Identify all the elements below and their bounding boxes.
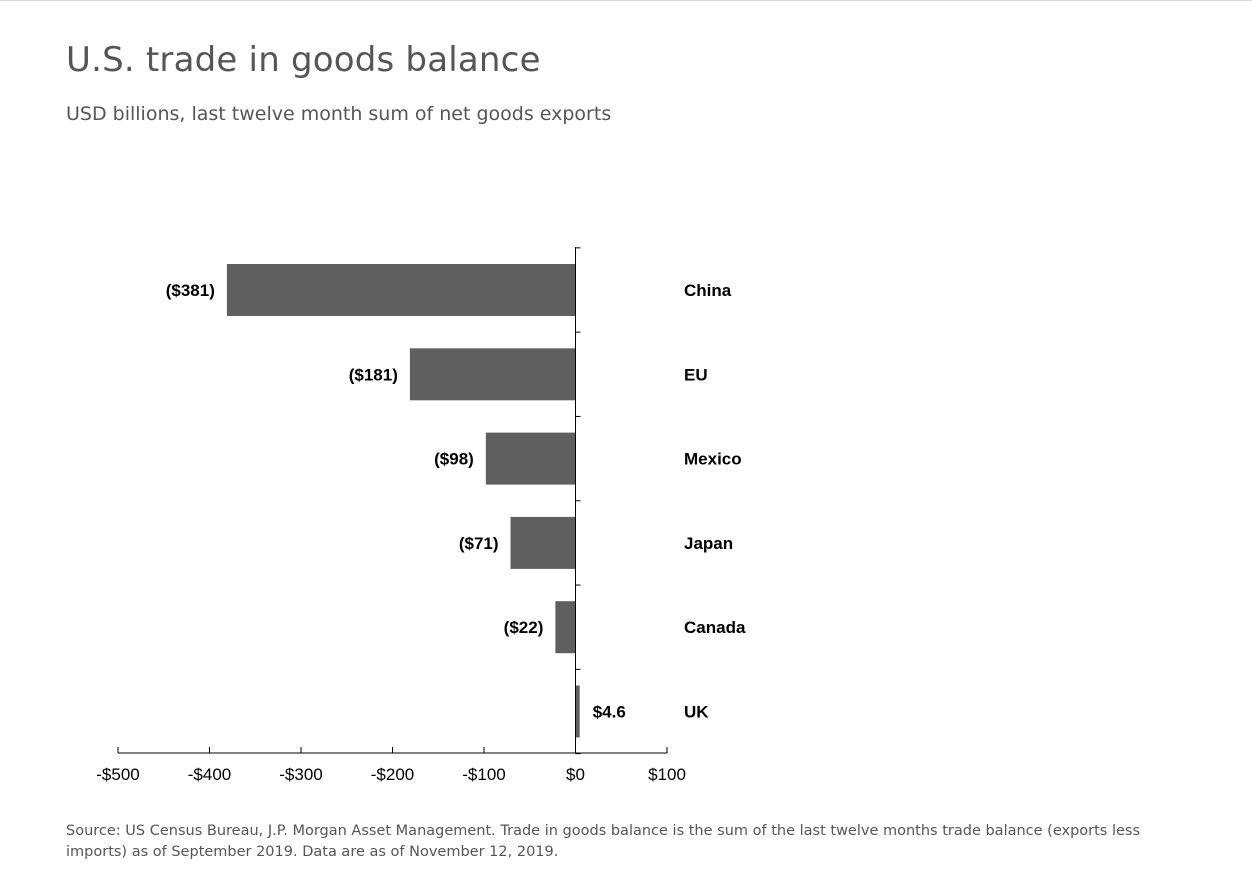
data-label: ($71) <box>459 534 499 553</box>
source-note: Source: US Census Bureau, J.P. Morgan As… <box>66 823 1141 860</box>
x-tick-label: -$200 <box>371 765 414 784</box>
x-tick-label: -$400 <box>188 765 231 784</box>
bar-eu <box>409 348 576 401</box>
bar-mexico <box>485 432 576 485</box>
top-rule <box>0 0 1252 1</box>
category-label: Mexico <box>684 450 742 469</box>
page-subtitle: USD billions, last twelve month sum of n… <box>66 103 612 125</box>
category-label: UK <box>684 703 709 722</box>
bar-uk <box>575 685 580 738</box>
data-label: ($181) <box>349 365 398 384</box>
x-tick-label: $0 <box>566 765 585 784</box>
category-label: Canada <box>684 618 746 637</box>
category-label: China <box>684 281 732 300</box>
data-label: ($22) <box>504 618 544 637</box>
bar-china <box>226 264 576 316</box>
bar-canada <box>555 601 576 654</box>
x-tick-label: -$100 <box>462 765 505 784</box>
category-label: Japan <box>684 534 733 553</box>
data-label: ($381) <box>166 281 215 300</box>
page-title: U.S. trade in goods balance <box>66 40 541 80</box>
bar-japan <box>510 516 576 569</box>
x-tick-label: $100 <box>648 765 686 784</box>
x-tick-label: -$300 <box>279 765 322 784</box>
category-label: EU <box>684 365 708 384</box>
data-label: ($98) <box>434 450 474 469</box>
data-label: $4.6 <box>593 703 626 722</box>
x-tick-label: -$500 <box>96 765 139 784</box>
